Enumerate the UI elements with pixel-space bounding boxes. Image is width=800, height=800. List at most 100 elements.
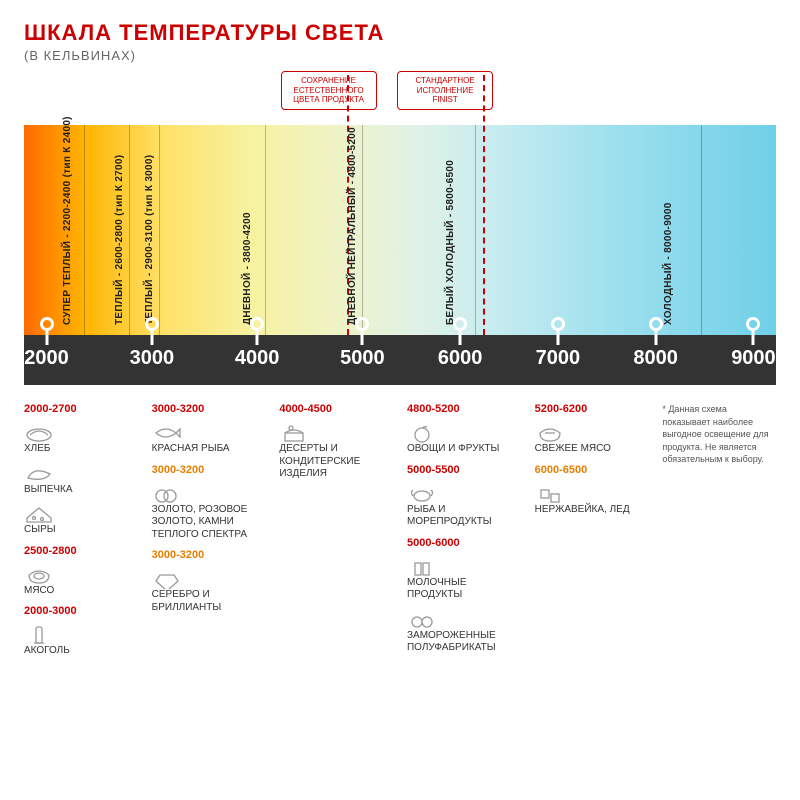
legend-item: ЗОЛОТО, РОЗОВОЕ ЗОЛОТО, КАМНИ ТЕПЛОГО СП… bbox=[152, 484, 266, 542]
axis-tick-pin bbox=[250, 317, 264, 331]
legend-item-label: ЗАМОРОЖЕННЫЕ ПОЛУФАБРИКАТЫ bbox=[407, 630, 496, 654]
page: ШКАЛА ТЕМПЕРАТУРЫ СВЕТА (В КЕЛЬВИНАХ) СО… bbox=[0, 0, 800, 678]
axis-tick-label: 3000 bbox=[130, 347, 175, 370]
axis-tick-stem bbox=[361, 331, 364, 345]
axis-tick-pin bbox=[551, 317, 565, 331]
legend-item: СВЕЖЕЕ МЯСО bbox=[535, 423, 649, 456]
legend-item-label: ЗОЛОТО, РОЗОВОЕ ЗОЛОТО, КАМНИ ТЕПЛОГО СП… bbox=[152, 504, 248, 540]
axis-tick-stem bbox=[752, 331, 755, 345]
ring-icon bbox=[152, 484, 182, 504]
legend-grid: 2000-2700ХЛЕБВЫПЕЧКАСЫРЫ2500-2800МЯСО200… bbox=[24, 403, 776, 658]
spectrum-vertical-label: ТЕПЛЫЙ - 2900-3100 (тип К 3000) bbox=[144, 135, 155, 325]
spectrum-vertical-label: БЕЛЫЙ ХОЛОДНЫЙ - 5800-6500 bbox=[445, 135, 456, 325]
legend-column: 4800-5200 ОВОЩИ И ФРУКТЫ 5000-5500 РЫБА И М… bbox=[407, 403, 521, 658]
callout-box: СТАНДАРТНОЕ ИСПОЛНЕНИЕ FINIST bbox=[397, 71, 493, 110]
cheese-icon bbox=[24, 504, 54, 524]
legend-item: КРАСНАЯ РЫБА bbox=[152, 423, 266, 456]
legend-range: 3000-3200 bbox=[152, 549, 266, 561]
legend-column: 4000-4500 ДЕСЕРТЫ И КОНДИТЕРСКИЕ ИЗДЕЛИЯ bbox=[279, 403, 393, 658]
legend-item: МОЛОЧНЫЕ ПРОДУКТЫ bbox=[407, 557, 521, 602]
axis-tick-stem bbox=[459, 331, 462, 345]
legend-item: ХЛЕБ bbox=[24, 423, 138, 456]
axis-tick-label: 5000 bbox=[340, 347, 385, 370]
spectrum-vertical-label: ХОЛОДНЫЙ - 8000-9000 bbox=[663, 135, 674, 325]
axis-tick-pin bbox=[453, 317, 467, 331]
spectrum-vertical-label: ДНЕВНОЙ НЕЙТРАЛЬНЫЙ - 4800-5200 bbox=[347, 135, 358, 325]
legend-item-label: МЯСО bbox=[24, 585, 54, 596]
legend-range: 5200-6200 bbox=[535, 403, 649, 415]
axis-tick-label: 2000 bbox=[24, 347, 69, 370]
croissant-icon bbox=[24, 464, 54, 484]
callout-dashline bbox=[483, 75, 485, 335]
legend-item: ЗАМОРОЖЕННЫЕ ПОЛУФАБРИКАТЫ bbox=[407, 610, 521, 655]
legend-item-label: СВЕЖЕЕ МЯСО bbox=[535, 443, 611, 454]
meat-icon bbox=[535, 423, 565, 443]
bread-icon bbox=[24, 423, 54, 443]
legend-range: 5000-6000 bbox=[407, 537, 521, 549]
gem-icon bbox=[152, 569, 182, 589]
cake-icon bbox=[279, 423, 309, 443]
legend-range: 2000-3000 bbox=[24, 605, 138, 617]
legend-item-label: СЕРЕБРО И БРИЛЛИАНТЫ bbox=[152, 589, 222, 613]
spectrum-separator bbox=[362, 125, 363, 335]
axis-tick-pin bbox=[355, 317, 369, 331]
callout-box: СОХРАНЕНИЕ ЕСТЕСТВЕННОГО ЦВЕТА ПРОДУКТА bbox=[281, 71, 377, 110]
legend-item-label: РЫБА И МОРЕПРОДУКТЫ bbox=[407, 504, 492, 528]
legend-item-label: СЫРЫ bbox=[24, 524, 56, 535]
legend-item: РЫБА И МОРЕПРОДУКТЫ bbox=[407, 484, 521, 529]
legend-item-label: КРАСНАЯ РЫБА bbox=[152, 443, 230, 454]
legend-range: 2500-2800 bbox=[24, 545, 138, 557]
steak-icon bbox=[24, 565, 54, 585]
legend-range: 3000-3200 bbox=[152, 403, 266, 415]
axis-tick-pin bbox=[649, 317, 663, 331]
spectrum-separator bbox=[475, 125, 476, 335]
legend-range: 4000-4500 bbox=[279, 403, 393, 415]
axis-tick-stem bbox=[654, 331, 657, 345]
page-title: ШКАЛА ТЕМПЕРАТУРЫ СВЕТА bbox=[24, 20, 776, 46]
wine-icon bbox=[24, 625, 54, 645]
legend-footnote-column: * Данная схема показывает наиболее выгод… bbox=[662, 403, 776, 658]
page-subtitle: (В КЕЛЬВИНАХ) bbox=[24, 48, 776, 63]
spectrum-separator bbox=[265, 125, 266, 335]
legend-item-label: АКОГОЛЬ bbox=[24, 645, 70, 656]
axis-tick-label: 7000 bbox=[536, 347, 581, 370]
spectrum-separator bbox=[159, 125, 160, 335]
legend-item: АКОГОЛЬ bbox=[24, 625, 138, 658]
legend-item-label: ВЫПЕЧКА bbox=[24, 484, 73, 495]
legend-item: МЯСО bbox=[24, 565, 138, 598]
spectrum-vertical-label: СУПЕР ТЕПЛЫЙ - 2200-2400 (тип К 2400) bbox=[62, 135, 73, 325]
legend-item-label: ОВОЩИ И ФРУКТЫ bbox=[407, 443, 499, 454]
legend-item: ДЕСЕРТЫ И КОНДИТЕРСКИЕ ИЗДЕЛИЯ bbox=[279, 423, 393, 481]
legend-item: СЫРЫ bbox=[24, 504, 138, 537]
color-scale: СУПЕР ТЕПЛЫЙ - 2200-2400 (тип К 2400) ТЕП… bbox=[24, 125, 776, 385]
legend-column: 2000-2700ХЛЕБВЫПЕЧКАСЫРЫ2500-2800МЯСО200… bbox=[24, 403, 138, 658]
axis-tick-pin bbox=[746, 317, 760, 331]
legend-item-label: НЕРЖАВЕЙКА, ЛЕД bbox=[535, 504, 630, 515]
milk-icon bbox=[407, 557, 437, 577]
apple-icon bbox=[407, 423, 437, 443]
legend-item: СЕРЕБРО И БРИЛЛИАНТЫ bbox=[152, 569, 266, 614]
axis-tick-stem bbox=[256, 331, 259, 345]
legend-range: 6000-6500 bbox=[535, 464, 649, 476]
axis-tick-label: 8000 bbox=[633, 347, 678, 370]
legend-range: 4800-5200 bbox=[407, 403, 521, 415]
fish-icon bbox=[152, 423, 182, 443]
legend-item-label: ХЛЕБ bbox=[24, 443, 50, 454]
legend-item: ВЫПЕЧКА bbox=[24, 464, 138, 497]
legend-item: НЕРЖАВЕЙКА, ЛЕД bbox=[535, 484, 649, 517]
axis-tick-label: 6000 bbox=[438, 347, 483, 370]
legend-item-label: МОЛОЧНЫЕ ПРОДУКТЫ bbox=[407, 577, 467, 601]
spectrum-separator bbox=[701, 125, 702, 335]
axis-tick-pin bbox=[145, 317, 159, 331]
axis-tick-stem bbox=[150, 331, 153, 345]
spectrum-separator bbox=[129, 125, 130, 335]
ice-icon bbox=[535, 484, 565, 504]
legend-range: 3000-3200 bbox=[152, 464, 266, 476]
crab-icon bbox=[407, 484, 437, 504]
legend-item: ОВОЩИ И ФРУКТЫ bbox=[407, 423, 521, 456]
axis-tick-stem bbox=[556, 331, 559, 345]
callouts: СОХРАНЕНИЕ ЕСТЕСТВЕННОГО ЦВЕТА ПРОДУКТА С… bbox=[24, 71, 776, 121]
spectrum-vertical-label: ТЕПЛЫЙ - 2600-2800 (тип К 2700) bbox=[114, 135, 125, 325]
legend-range: 5000-5500 bbox=[407, 464, 521, 476]
frozen-icon bbox=[407, 610, 437, 630]
